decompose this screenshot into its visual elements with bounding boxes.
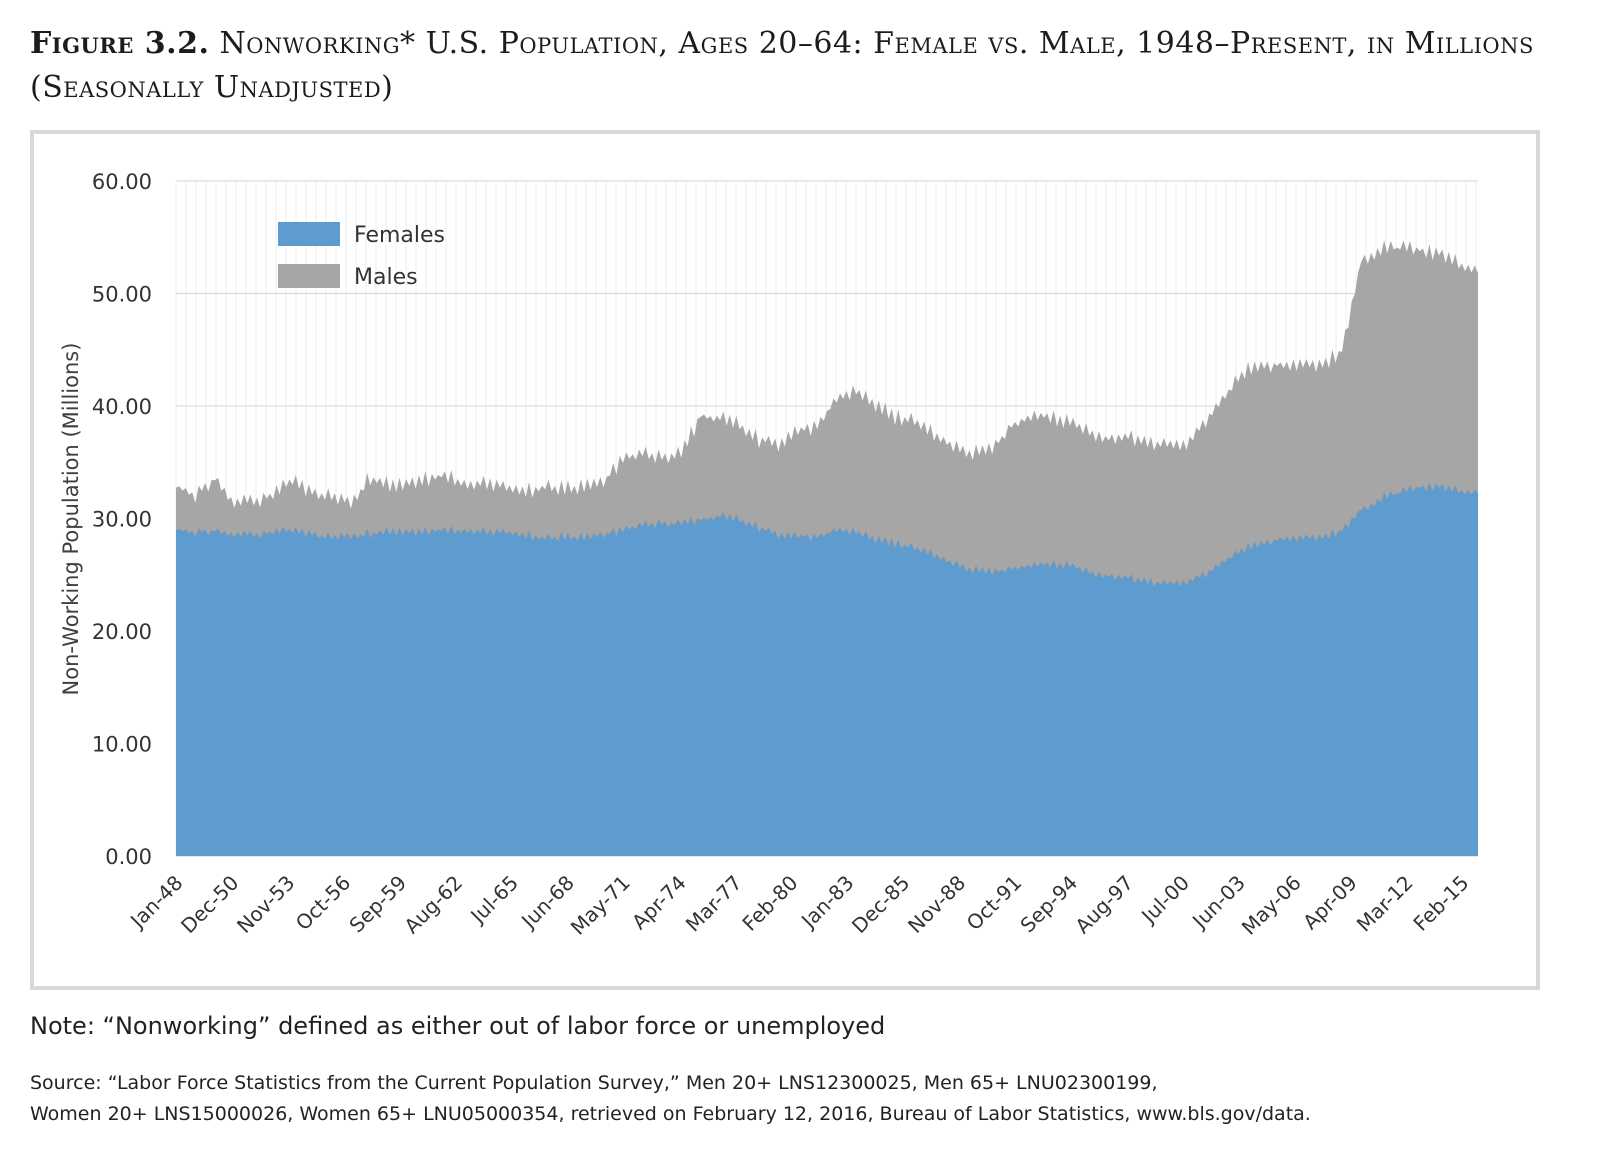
y-tick-label: 60.00 [92,170,152,194]
x-tick-label: Sep-94 [1015,871,1082,938]
plot-areas [176,240,1478,857]
x-axis: Jan-48Dec-50Nov-53Oct-56Sep-59Aug-62Jul-… [124,871,1473,940]
x-tick-label: Mar-12 [1352,871,1418,937]
source-line-1: Source: “Labor Force Statistics from the… [30,1072,1158,1094]
legend-swatch [278,222,340,246]
x-tick-label: Apr-09 [1298,871,1362,935]
x-tick-label: Sep-59 [344,871,411,938]
x-tick-label: Feb-80 [737,871,802,936]
legend: Females Males [278,222,445,290]
y-axis-label: Non-Working Population (Millions) [59,343,83,696]
x-tick-label: Aug-62 [399,871,467,939]
x-tick-label: Feb-15 [1408,871,1473,936]
legend-swatch [278,264,340,288]
figure-label: Figure 3.2. [30,26,210,61]
females-area [176,482,1478,856]
source-line-2: Women 20+ LNS15000026, Women 65+ LNU0500… [30,1103,1311,1125]
figure-title-text: Nonworking* U.S. Population, Ages 20–64:… [30,26,1534,105]
x-tick-label: Dec-85 [847,871,914,938]
chart-frame: 0.00 10.00 20.00 30.00 40.00 50.00 60.00 Jan-4… [30,130,1540,990]
x-tick-label: Jul-00 [1135,871,1194,930]
y-tick-label: 40.00 [92,395,152,419]
x-tick-label: May-71 [566,871,635,940]
y-tick-label: 20.00 [92,620,152,644]
x-tick-label: Oct-91 [962,871,1027,936]
y-tick-label: 30.00 [92,508,152,532]
chart-note: Note: “Nonworking” defined as either out… [30,1012,886,1040]
x-tick-label: Apr-74 [627,871,691,935]
x-tick-label: Oct-56 [291,871,356,936]
figure-title: Figure 3.2. Nonworking* U.S. Population,… [30,22,1570,110]
x-tick-label: Dec-50 [176,871,243,938]
x-tick-label: May-06 [1237,871,1306,940]
legend-label: Females [354,223,445,248]
x-tick-label: Aug-97 [1070,871,1138,939]
x-tick-label: Nov-88 [903,871,970,938]
y-tick-label: 50.00 [92,283,152,307]
y-tick-label: 10.00 [92,733,152,757]
x-tick-label: Nov-53 [232,871,299,938]
y-tick-label: 0.00 [105,845,152,869]
x-tick-label: Mar-77 [681,871,747,937]
source-citation: Source: “Labor Force Statistics from the… [30,1068,1590,1130]
area-chart: 0.00 10.00 20.00 30.00 40.00 50.00 60.00 Jan-4… [59,170,1478,940]
legend-label: Males [354,265,418,290]
x-tick-label: Jul-65 [464,871,523,930]
y-axis: 0.00 10.00 20.00 30.00 40.00 50.00 60.00 [92,170,152,869]
